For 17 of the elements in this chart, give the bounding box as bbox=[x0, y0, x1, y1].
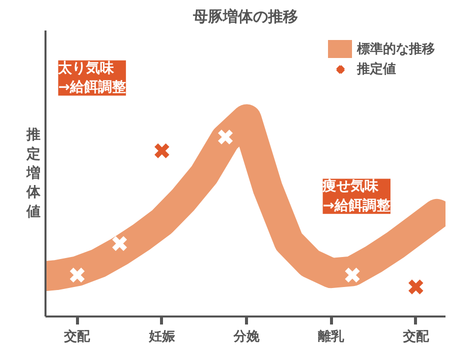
legend-label: 推定値 bbox=[357, 60, 396, 78]
annotation: 痩せ気味 →給餌調整 bbox=[322, 178, 392, 214]
x-tick-label: 交配 bbox=[402, 328, 430, 344]
point bbox=[344, 266, 361, 284]
y-axis-title: 推定増体値 bbox=[26, 127, 42, 220]
point bbox=[217, 128, 234, 146]
legend-label: 標準的な推移 bbox=[357, 41, 435, 58]
x-tick-label: 分娩 bbox=[232, 330, 261, 344]
x-tick-label: 妊娠 bbox=[148, 330, 176, 344]
point bbox=[408, 278, 424, 296]
chart-title: 母豚増体の推移 bbox=[192, 8, 298, 26]
point bbox=[154, 142, 170, 159]
x-tick-label: 交配 bbox=[63, 328, 92, 344]
point bbox=[69, 266, 86, 284]
text: 太り気味 →給餌調整 bbox=[57, 60, 127, 96]
x-tick-label: 離乳 bbox=[317, 328, 346, 344]
point bbox=[111, 235, 128, 252]
